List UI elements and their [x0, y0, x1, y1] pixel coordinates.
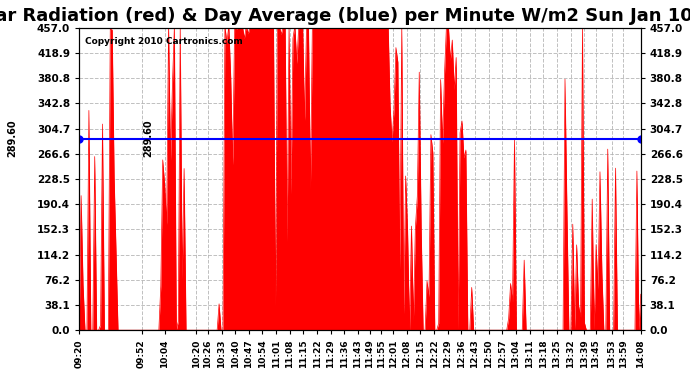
Title: Solar Radiation (red) & Day Average (blue) per Minute W/m2 Sun Jan 10 14:11: Solar Radiation (red) & Day Average (blu… [0, 7, 690, 25]
Text: Copyright 2010 Cartronics.com: Copyright 2010 Cartronics.com [85, 37, 242, 46]
Text: 289.60: 289.60 [7, 120, 17, 158]
Text: 289.60: 289.60 [144, 120, 154, 158]
